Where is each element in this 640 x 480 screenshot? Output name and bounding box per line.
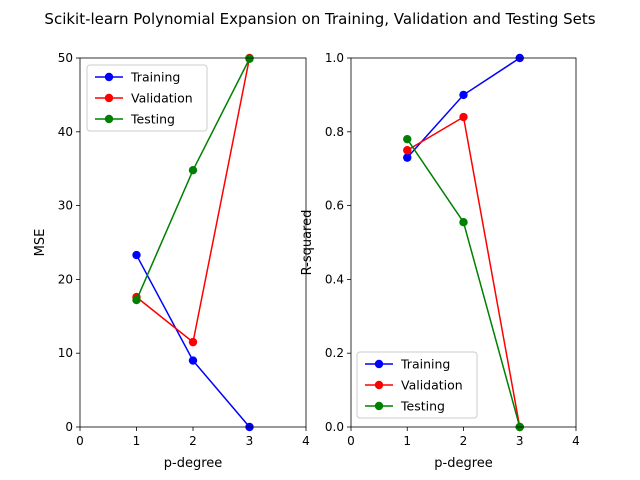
y-tick-label: 40	[58, 125, 73, 139]
x-axis-label: p-degree	[434, 456, 493, 471]
plot-area	[403, 53, 524, 432]
figure-title: Scikit-learn Polynomial Expansion on Tra…	[44, 10, 595, 28]
training-legend-marker	[374, 359, 384, 369]
legend: Training Validation Testing	[356, 351, 478, 419]
training-point	[188, 356, 198, 365]
x-tick-label: 1	[403, 434, 411, 448]
y-axis-label: MSE	[33, 229, 48, 257]
y-tick-label: 10	[58, 346, 73, 360]
legend-box	[86, 64, 208, 132]
legend-box	[356, 351, 478, 419]
x-tick-label: 0	[76, 434, 84, 448]
validation-point	[403, 146, 412, 155]
testing-legend-label: Testing	[400, 399, 445, 414]
validation-legend-label: Validation	[131, 91, 193, 106]
training-point	[132, 250, 141, 260]
testing-point	[459, 218, 468, 227]
testing-point	[132, 295, 141, 305]
y-tick-label: 20	[58, 272, 73, 286]
validation-legend-label: Validation	[401, 378, 463, 393]
training-legend-label: Training	[400, 357, 450, 372]
testing-legend-label: Testing	[130, 112, 175, 127]
validation-point	[459, 112, 468, 122]
x-tick-label: 0	[347, 434, 355, 448]
validation-point	[188, 337, 198, 347]
plot-area	[132, 53, 254, 432]
y-axis-label: R-squared	[300, 210, 315, 276]
x-tick-label: 2	[189, 434, 197, 448]
x-tick-label: 3	[516, 434, 524, 448]
legend: Training Validation Testing	[86, 64, 208, 132]
testing-legend-marker	[104, 114, 114, 124]
x-tick-label: 2	[460, 434, 468, 448]
x-tick-label: 1	[133, 434, 141, 448]
y-tick-label: 0.4	[325, 272, 344, 286]
mse-chart: 0 1 2 3 401020304050p-degreeMSETrainingValid…	[33, 51, 310, 471]
x-axis-label: p-degree	[164, 456, 223, 471]
y-tick-label: 0	[65, 420, 73, 434]
training-legend-marker	[104, 72, 114, 82]
testing-point	[188, 165, 198, 175]
axes-frame	[350, 57, 577, 428]
x-tick-label: 3	[246, 434, 254, 448]
y-tick-label: 0.6	[325, 199, 344, 213]
y-tick-label: 0.2	[325, 346, 344, 360]
training-legend-label: Training	[130, 70, 180, 85]
training-point	[403, 153, 412, 162]
x-tick-label: 4	[302, 434, 310, 448]
validation-legend-marker	[374, 380, 384, 390]
x-tick-label: 4	[572, 434, 580, 448]
r-squared-chart: 0 1 2 3 4 0.0 0.2 0.4 0.6 0.8 1.0 p-degree R-squared…	[300, 51, 580, 471]
axes-frame	[79, 57, 307, 428]
y-tick-label: 50	[58, 51, 73, 65]
testing-point	[403, 134, 412, 144]
y-tick-label: 1.0	[325, 51, 344, 65]
validation-legend-marker	[104, 93, 114, 103]
y-tick-label: 0.0	[325, 420, 344, 434]
training-point	[459, 90, 468, 100]
testing-point	[245, 54, 254, 63]
y-tick-label: 30	[58, 199, 73, 213]
y-tick-label: 0.8	[325, 125, 344, 139]
testing-legend-marker	[374, 401, 384, 411]
